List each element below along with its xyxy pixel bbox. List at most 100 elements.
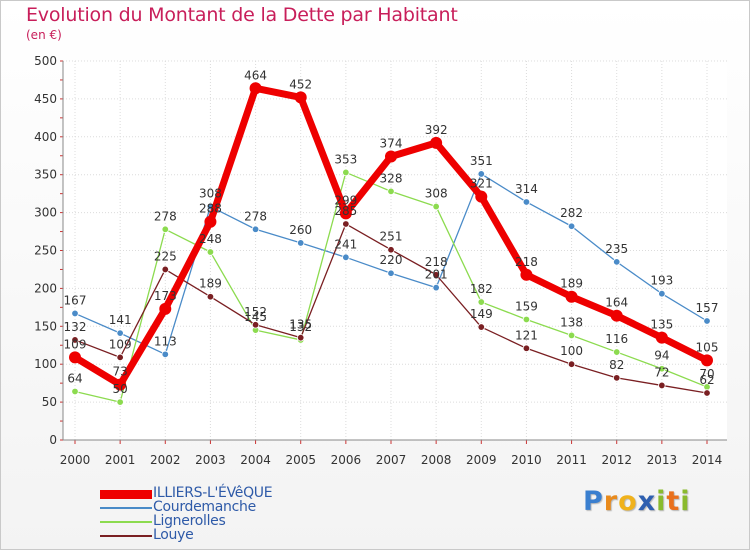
- data-label: 141: [109, 313, 132, 327]
- y-tick-label: 250: [34, 244, 57, 258]
- data-label: 218: [425, 255, 448, 269]
- data-label: 464: [244, 68, 267, 82]
- data-label: 392: [425, 123, 448, 137]
- y-tick-label: 500: [34, 54, 57, 68]
- legend-label: Louye: [153, 527, 194, 543]
- data-label: 299: [334, 193, 357, 207]
- y-tick-label: 150: [34, 319, 57, 333]
- data-point: [297, 239, 305, 247]
- y-tick-label: 100: [34, 357, 57, 371]
- data-point: [387, 187, 395, 196]
- data-label: 145: [244, 310, 267, 324]
- proxiti-logo: Proxiti: [583, 486, 691, 517]
- x-tick-label: 2008: [421, 453, 452, 467]
- data-label: 193: [650, 274, 673, 288]
- data-label: 149: [470, 307, 493, 321]
- data-point: [71, 387, 79, 396]
- legend-swatch: [100, 535, 152, 537]
- data-label: 138: [560, 315, 583, 329]
- data-label: 328: [380, 171, 403, 185]
- logo-letter: P: [583, 486, 604, 517]
- data-point: [206, 293, 215, 301]
- data-point: [161, 350, 169, 359]
- data-label: 135: [289, 318, 312, 332]
- data-point: [339, 207, 352, 220]
- logo-letter: r: [603, 486, 619, 517]
- logo-letter: o: [618, 486, 638, 517]
- x-tick-label: 2007: [376, 453, 407, 467]
- data-point: [477, 323, 485, 331]
- data-label: 94: [654, 349, 669, 363]
- series-lignerolles: [71, 168, 711, 406]
- data-label: 308: [425, 187, 448, 201]
- data-point: [658, 365, 666, 373]
- data-label: 132: [289, 320, 312, 334]
- y-tick-label: 0: [49, 433, 57, 447]
- data-label: 308: [199, 187, 222, 201]
- data-point: [161, 265, 169, 274]
- data-label: 109: [64, 337, 87, 351]
- data-point: [655, 331, 668, 344]
- data-label: 351: [470, 154, 493, 168]
- x-tick-label: 2006: [331, 453, 362, 467]
- data-point: [387, 269, 395, 277]
- legend-swatch: [100, 489, 152, 499]
- logo-letter: i: [680, 486, 691, 517]
- y-tick-label: 50: [42, 395, 57, 409]
- data-point: [610, 309, 623, 322]
- data-label: 452: [289, 77, 312, 91]
- data-point: [477, 170, 485, 178]
- data-label: 251: [380, 230, 403, 244]
- data-label: 157: [696, 301, 719, 315]
- data-label: 121: [515, 328, 538, 342]
- x-tick-label: 2012: [601, 453, 632, 467]
- data-label: 201: [425, 268, 448, 282]
- data-point: [703, 389, 711, 397]
- data-point: [204, 215, 217, 228]
- data-label: 50: [113, 382, 128, 396]
- data-label: 285: [334, 204, 357, 218]
- data-point: [432, 283, 440, 292]
- data-point: [430, 136, 443, 149]
- data-label: 241: [334, 237, 357, 251]
- data-point: [613, 374, 621, 382]
- data-label: 173: [154, 289, 177, 303]
- data-label: 72: [654, 365, 669, 379]
- data-point: [701, 354, 713, 367]
- x-tick-label: 2013: [647, 453, 678, 467]
- data-label: 73: [113, 365, 128, 379]
- x-tick-label: 2004: [240, 453, 271, 467]
- data-label: 248: [199, 232, 222, 246]
- data-point: [294, 91, 307, 104]
- data-point: [613, 258, 621, 266]
- legend-label: Courdemanche: [153, 499, 256, 515]
- data-point: [297, 333, 305, 342]
- data-label: 116: [605, 332, 628, 346]
- data-label: 278: [244, 209, 267, 223]
- y-tick-label: 450: [34, 92, 57, 106]
- data-label: 314: [515, 182, 538, 196]
- data-label: 152: [244, 305, 267, 319]
- data-point: [477, 298, 485, 306]
- data-label: 374: [380, 137, 403, 151]
- data-point: [432, 202, 440, 211]
- chart-title: Evolution du Montant de la Dette par Hab…: [26, 4, 458, 26]
- data-label: 135: [650, 318, 673, 332]
- data-point: [522, 198, 531, 206]
- logo-letter: i: [656, 486, 667, 517]
- data-point: [161, 225, 169, 233]
- data-point: [432, 271, 440, 279]
- data-point: [520, 268, 533, 281]
- data-point: [116, 329, 124, 337]
- data-label: 105: [696, 340, 719, 354]
- data-label: 62: [699, 373, 714, 387]
- data-label: 353: [334, 152, 357, 166]
- data-point: [251, 225, 260, 233]
- logo-letter: x: [637, 486, 657, 517]
- data-label: 109: [109, 337, 132, 351]
- legend-swatch: [100, 507, 152, 509]
- data-point: [703, 317, 711, 325]
- y-tick-label: 200: [34, 281, 57, 295]
- data-point: [387, 246, 395, 254]
